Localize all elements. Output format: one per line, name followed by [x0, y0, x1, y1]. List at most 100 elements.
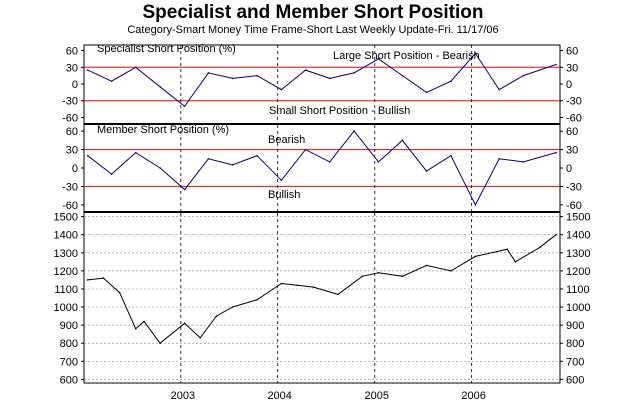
- panel-3-data-point: [143, 320, 145, 323]
- y-tick-label-left: 1300: [54, 248, 78, 260]
- panel-3-data-point: [102, 277, 105, 279]
- y-tick-label-left: 1500: [54, 212, 78, 224]
- panel-3-data-point: [474, 255, 477, 258]
- y-tick-label-left: 30: [66, 62, 78, 74]
- y-tick-label-right: -30: [566, 181, 582, 193]
- panel-2-data-point: [498, 157, 501, 160]
- y-tick-label-right: 600: [566, 374, 584, 386]
- panel-3-data-point: [506, 248, 508, 250]
- y-tick-label-right: 1100: [566, 284, 590, 296]
- panel-1-data-point: [304, 69, 307, 71]
- panel-2-data-point: [256, 154, 258, 157]
- y-tick-label-left: 800: [60, 338, 78, 350]
- panel-1-data-point: [377, 58, 380, 60]
- panel-3-data-point: [539, 246, 541, 249]
- y-tick-label-left: -60: [62, 200, 78, 212]
- y-tick-label-right: 0: [566, 163, 572, 175]
- panel-2-data-point: [401, 139, 404, 142]
- panel-1-data-point: [328, 77, 331, 80]
- panel-1-data-point: [134, 66, 137, 69]
- y-tick-label-left: 30: [66, 145, 78, 157]
- panel-3-data-point: [134, 327, 137, 330]
- panel-1-data-point: [498, 88, 501, 91]
- y-tick-label-left: 600: [60, 374, 78, 386]
- panel-1-data-point: [522, 74, 525, 77]
- panel-2-data-point: [134, 151, 137, 154]
- panel-3-data-point: [337, 293, 339, 296]
- chart-title: Specialist and Member Short Position: [142, 2, 484, 23]
- panel-3-data-point: [312, 286, 315, 288]
- y-tick-label-right: -30: [566, 96, 582, 108]
- panel-2-data-point: [207, 157, 210, 160]
- panel-2-series-line: [87, 130, 557, 207]
- bearish-annotation: Large Short Position - Bearish: [333, 50, 480, 62]
- panel-3-data-point: [361, 275, 364, 278]
- y-tick-label-right: 900: [566, 320, 584, 332]
- panel-1-data-point: [450, 80, 452, 83]
- member-panel-label: Member Short Position (%): [97, 124, 229, 136]
- y-tick-label-right: 800: [566, 338, 584, 350]
- panel-3-data-point: [425, 264, 428, 267]
- panel-2-data-point: [231, 164, 234, 166]
- panel-1-series-line: [87, 52, 557, 108]
- y-tick-label-right: 1000: [566, 302, 590, 314]
- panel-2-data-point: [110, 173, 113, 175]
- panel-1-data-point: [183, 105, 186, 108]
- panel-1-data-point: [207, 72, 210, 74]
- panel-1-data-point: [231, 77, 234, 80]
- panel-2-data-point: [353, 130, 355, 132]
- panel-3-data-point: [159, 342, 161, 345]
- y-tick-label-right: 1400: [566, 230, 590, 242]
- panel-3-data-point: [256, 299, 258, 301]
- y-tick-label-right: 60: [566, 46, 578, 58]
- panel-2-data-point: [280, 179, 283, 182]
- panel-3-data-point: [555, 233, 557, 236]
- y-tick-label-left: 0: [72, 163, 78, 175]
- y-tick-label-left: 1200: [54, 266, 78, 278]
- panel-2-data-point: [450, 154, 452, 157]
- y-tick-label-left: 700: [60, 356, 78, 368]
- panel-3-data-point: [401, 275, 404, 278]
- bearish-annotation: Bearish: [268, 134, 305, 146]
- panel-1-data-point: [474, 52, 477, 55]
- y-tick-label-left: 60: [66, 126, 78, 138]
- y-tick-label-left: 1400: [54, 230, 78, 242]
- panel-1-data-point: [86, 69, 89, 71]
- x-tick-label: 2004: [267, 390, 291, 402]
- panel-1-data-point: [280, 88, 283, 91]
- panel-1-data-point: [401, 74, 404, 77]
- chart-subtitle: Category-Smart Money Time Frame-Short La…: [127, 24, 499, 36]
- panel-3-separator: [84, 211, 560, 213]
- x-tick-label: 2005: [365, 390, 389, 402]
- panel-3-data-point: [296, 284, 299, 287]
- panel-3-data-point: [231, 306, 234, 308]
- panel-2-data-point: [328, 161, 331, 163]
- panel-3-data-point: [215, 315, 218, 317]
- specialist-panel-label: Specialist Short Position (%): [97, 43, 236, 55]
- y-tick-label-right: 1300: [566, 248, 590, 260]
- panel-2-separator: [84, 123, 560, 125]
- panel-3-data-point: [199, 336, 202, 339]
- y-tick-label-left: 900: [60, 320, 78, 332]
- y-tick-label-left: -30: [62, 181, 78, 193]
- panel-2-data-point: [159, 167, 161, 169]
- panel-3-data-point: [377, 271, 380, 274]
- y-tick-label-right: -60: [566, 112, 582, 124]
- panel-2-data-point: [183, 188, 186, 191]
- y-tick-label-right: 30: [566, 145, 578, 157]
- panel-2-data-point: [304, 148, 307, 151]
- y-tick-label-right: 700: [566, 356, 584, 368]
- panel-3-data-point: [450, 270, 452, 272]
- panel-3-data-point: [183, 322, 186, 325]
- panel-3-data-point: [280, 282, 283, 285]
- y-tick-label-right: -60: [566, 200, 582, 212]
- panel-1-data-point: [159, 85, 161, 88]
- panel-3-data-point: [86, 279, 89, 281]
- y-tick-label-left: 1000: [54, 302, 78, 314]
- bullish-annotation: Small Short Position - Bullish: [269, 105, 410, 117]
- y-tick-label-right: 1200: [566, 266, 590, 278]
- x-tick-label: 2006: [461, 390, 485, 402]
- y-tick-label-right: 0: [566, 79, 572, 91]
- y-tick-label-left: -30: [62, 96, 78, 108]
